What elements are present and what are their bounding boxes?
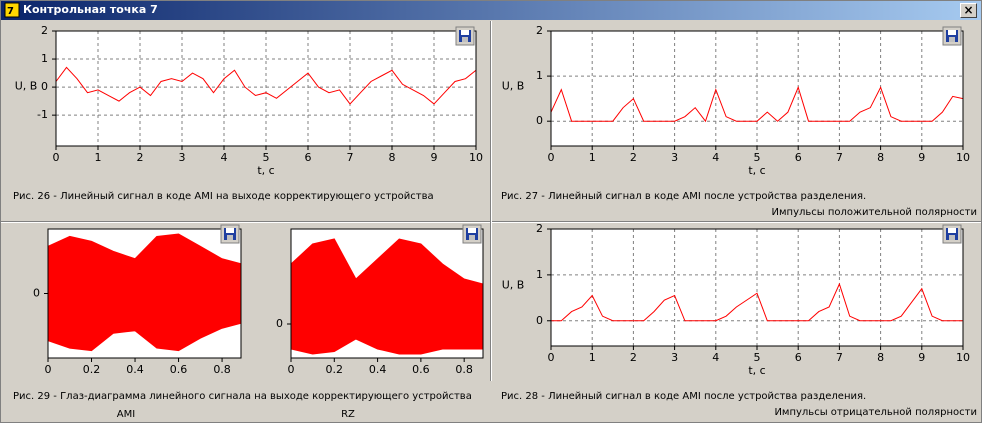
x-tick-label: 0 [53,151,60,164]
y-axis-label: U, B [15,80,38,93]
y-tick-label: 2 [536,222,543,235]
eye-label: AMI [117,409,135,420]
x-tick-label: 9 [918,151,925,164]
y-tick-label: 0 [276,317,283,330]
y-axis-label: U, B [502,279,525,292]
x-tick-label: 9 [918,351,925,364]
y-axis-label: U, B [502,80,525,93]
x-tick-label: 2 [630,151,637,164]
y-tick-label: 0 [536,114,543,127]
save-icon [468,228,476,233]
caption: Рис. 28 - Линейный сигнал в коде AMI пос… [501,391,867,402]
save-icon [949,235,955,240]
save-icon [949,37,955,42]
y-tick-label: 1 [536,69,543,82]
x-tick-label: 0.4 [126,363,144,376]
caption: Рис. 26 - Линейный сигнал в коде AMI на … [13,191,434,202]
x-tick-label: 0.2 [326,363,344,376]
x-tick-label: 0.4 [369,363,387,376]
x-tick-label: 0 [548,151,555,164]
x-tick-label: 10 [469,151,483,164]
save-icon [226,228,234,233]
x-tick-label: 7 [836,351,843,364]
x-tick-label: 9 [431,151,438,164]
title-bar: 7 Контрольная точка 7 × [1,1,981,20]
x-tick-label: 0 [288,363,295,376]
x-tick-label: 2 [630,351,637,364]
x-axis-label: t, c [748,364,765,377]
caption: Импульсы положительной полярности [771,207,978,218]
y-tick-label: 0 [33,287,40,300]
x-tick-label: 6 [305,151,312,164]
x-tick-label: 8 [389,151,396,164]
x-tick-label: 0.2 [83,363,101,376]
svg-text:7: 7 [7,6,14,17]
x-tick-label: 4 [712,151,719,164]
plot-frame [550,228,964,347]
save-icon [469,235,475,240]
x-tick-label: 5 [263,151,270,164]
x-tick-label: 7 [836,151,843,164]
x-tick-label: 7 [347,151,354,164]
save-icon [948,30,956,35]
y-tick-label: 0 [41,80,48,93]
x-tick-label: 8 [877,151,884,164]
x-tick-label: 6 [795,351,802,364]
plot-area [551,229,963,346]
x-tick-label: 3 [179,151,186,164]
x-tick-label: 1 [589,151,596,164]
x-tick-label: 2 [137,151,144,164]
x-tick-label: 10 [956,351,970,364]
plot-frame [550,30,964,147]
save-icon [948,228,956,233]
x-tick-label: 0.6 [170,363,188,376]
x-tick-label: 4 [712,351,719,364]
x-tick-label: 1 [589,351,596,364]
x-tick-label: 8 [877,351,884,364]
x-tick-label: 0 [45,363,52,376]
x-tick-label: 0 [548,351,555,364]
x-tick-label: 6 [795,151,802,164]
x-axis-label: t, c [257,164,274,177]
x-tick-label: 3 [671,351,678,364]
eye-label: RZ [341,409,355,420]
x-axis-label: t, c [748,164,765,177]
x-tick-label: 1 [95,151,102,164]
plot-frame [290,228,484,359]
x-tick-label: 5 [754,151,761,164]
x-tick-label: 3 [671,151,678,164]
x-tick-label: 5 [754,351,761,364]
plot-frame [47,228,242,359]
x-tick-label: 0.6 [412,363,430,376]
x-tick-label: 10 [956,151,970,164]
y-tick-label: 2 [536,24,543,37]
signal-line [550,85,964,123]
save-icon [461,30,469,35]
signal-line [55,66,477,105]
close-button[interactable]: × [960,3,977,18]
y-tick-label: 0 [536,314,543,327]
x-tick-label: 0.8 [213,363,231,376]
y-tick-label: 1 [41,52,48,65]
plot-frame [55,30,477,147]
app-icon: 7 [4,2,20,18]
y-tick-label: -1 [37,108,48,121]
window-title: Контрольная точка 7 [23,3,158,16]
x-tick-label: 4 [221,151,228,164]
y-tick-label: 1 [536,268,543,281]
save-icon [227,235,233,240]
caption: Импульсы отрицательной полярности [774,407,977,418]
caption: Рис. 29 - Глаз-диаграмма линейного сигна… [13,391,472,402]
signal-line [551,282,963,322]
save-icon [462,37,468,42]
caption: Рис. 27 - Линейный сигнал в коде AMI пос… [501,191,867,202]
y-tick-label: 2 [41,24,48,37]
x-tick-label: 0.8 [455,363,473,376]
